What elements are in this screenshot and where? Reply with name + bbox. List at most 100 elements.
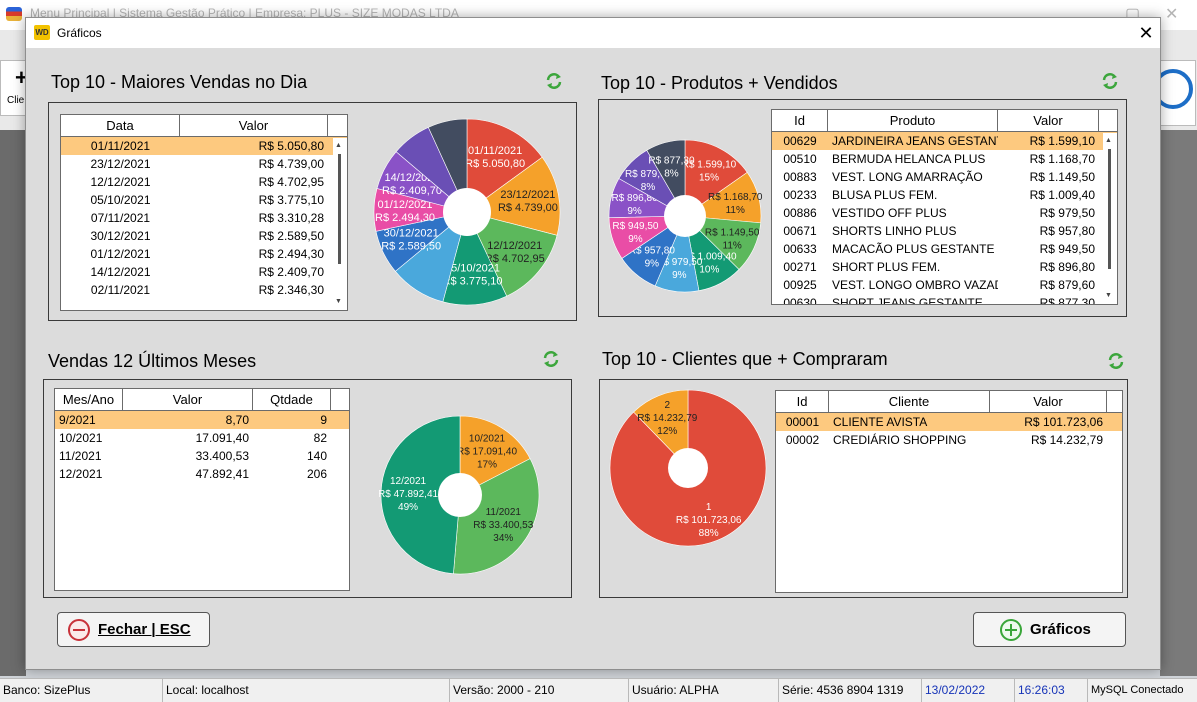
table-cell: 33.400,53 (195, 449, 249, 463)
table-cell: 30/12/2021 (90, 229, 151, 243)
last-12-months-table[interactable]: Mes/Ano Valor Qtdade 9/2021 8,70 9 10/2021 1… (54, 388, 350, 591)
table-row[interactable]: 05/10/2021 R$ 3.775,10 (61, 191, 347, 209)
column-header-qtdade[interactable]: Qtdade (253, 389, 331, 410)
pie-slice-label: R$ 896,80 (612, 193, 659, 204)
column-header-produto[interactable]: Produto (828, 110, 998, 131)
status-db-connection: MySQL Conectado (1091, 684, 1184, 696)
pie-slice (684, 139, 748, 217)
table-cell: 00002 (785, 433, 820, 447)
dialog-close-button[interactable]: ✕ (1138, 23, 1154, 43)
table-cell: 00271 (783, 260, 817, 274)
table-scrollbar[interactable]: ▲ ▼ (1103, 133, 1117, 304)
close-icon[interactable]: ✕ (1165, 6, 1179, 23)
table-row[interactable]: 12/12/2021 R$ 4.702,95 (61, 173, 347, 191)
table-row[interactable]: 00630 SHORT JEANS GESTANTE R$ 877,30 (772, 294, 1117, 305)
table-row[interactable]: 23/12/2021 R$ 4.739,00 (61, 155, 347, 173)
column-header-data[interactable]: Data (61, 115, 180, 136)
column-header-valor[interactable]: Valor (990, 391, 1107, 412)
toolbar-right-button[interactable] (1153, 60, 1196, 126)
close-esc-button[interactable]: Fechar | ESC (57, 612, 210, 647)
table-cell: SHORT JEANS GESTANTE (832, 296, 983, 305)
table-row[interactable]: 00886 VESTIDO OFF PLUS R$ 979,50 (772, 204, 1117, 222)
column-header-id[interactable]: Id (772, 110, 828, 131)
scroll-thumb[interactable] (338, 154, 341, 264)
table-row[interactable]: 00925 VEST. LONGO OMBRO VAZADO R$ 879,60 (772, 276, 1117, 294)
table-row[interactable]: 00510 BERMUDA HELANCA PLUS R$ 1.168,70 (772, 150, 1117, 168)
table-cell: 00233 (783, 188, 817, 202)
pie-slice (466, 118, 543, 213)
pie-slice-label: R$ 2.494,30 (375, 212, 435, 224)
table-row[interactable]: 14/12/2021 R$ 2.409,70 (61, 263, 347, 281)
table-cell: 23/12/2021 (90, 157, 151, 171)
table-cell: VEST. LONG AMARRAÇÃO (832, 170, 983, 184)
table-row[interactable]: 00002 CREDIÁRIO SHOPPING R$ 14.232,79 (776, 431, 1122, 449)
column-header-valor[interactable]: Valor (180, 115, 328, 136)
pie-slice-label: 9% (628, 234, 643, 245)
pie-slice-label: 11% (723, 240, 742, 251)
top-sales-day-table[interactable]: Data Valor 01/11/2021 R$ 5.050,80 23/12/20… (60, 114, 348, 311)
refresh-icon[interactable] (1107, 352, 1125, 370)
pie-slice-label: R$ 14.232,79 (637, 413, 697, 424)
pie-center-hole (664, 195, 706, 237)
top-products-table[interactable]: Id Produto Valor 00629 JARDINEIRA JEANS G… (771, 109, 1118, 305)
graphs-button[interactable]: Gráficos (973, 612, 1126, 647)
column-header-id[interactable]: Id (776, 391, 829, 412)
column-header-valor[interactable]: Valor (123, 389, 253, 410)
table-cell: 12/12/2021 (90, 175, 151, 189)
pie-slice-label: R$ 879,60 (625, 169, 672, 180)
pie-slice-label: R$ 949,50 (612, 221, 659, 232)
table-row[interactable]: 00633 MACACÃO PLUS GESTANTE R$ 949,50 (772, 240, 1117, 258)
dialog-titlebar: WD Gráficos ✕ (26, 18, 1160, 48)
table-row[interactable]: 00001 CLIENTE AVISTA R$ 101.723,06 (776, 413, 1122, 431)
scroll-down-icon[interactable]: ▼ (1105, 292, 1112, 299)
top-clients-table[interactable]: Id Cliente Valor 00001 CLIENTE AVISTA R$ 1… (775, 390, 1123, 593)
table-row[interactable]: 01/12/2021 R$ 2.494,30 (61, 245, 347, 263)
table-row[interactable]: 00271 SHORT PLUS FEM. R$ 896,80 (772, 258, 1117, 276)
table-row[interactable]: 07/11/2021 R$ 3.310,28 (61, 209, 347, 227)
table-row[interactable]: 9/2021 8,70 9 (55, 411, 349, 429)
column-header-cliente[interactable]: Cliente (829, 391, 990, 412)
pie-slice (459, 415, 531, 496)
table-row[interactable]: 12/2021 47.892,41 206 (55, 465, 349, 483)
new-client-button[interactable]: + Clie (0, 60, 28, 116)
table-row[interactable]: 30/12/2021 R$ 2.589,50 (61, 227, 347, 245)
minus-circle-icon (68, 618, 90, 641)
table-row[interactable]: 00883 VEST. LONG AMARRAÇÃO R$ 1.149,50 (772, 168, 1117, 186)
scroll-up-icon[interactable]: ▲ (1105, 137, 1112, 144)
pie-slice-label: 23/12/2021 (500, 189, 555, 201)
table-cell: 00001 (785, 415, 820, 429)
table-row[interactable]: 00629 JARDINEIRA JEANS GESTANTE R$ 1.599,1… (772, 132, 1117, 150)
table-row[interactable]: 01/11/2021 R$ 5.050,80 (61, 137, 347, 155)
scroll-thumb[interactable] (1108, 149, 1111, 269)
pie-slice-label: 11/2021 (486, 507, 522, 518)
table-cell: 11/2021 (59, 449, 102, 463)
pie-slice-label: 12/12/2021 (487, 240, 542, 252)
refresh-icon[interactable] (1101, 72, 1119, 90)
table-scrollbar[interactable]: ▲ ▼ (333, 138, 347, 310)
table-cell: R$ 101.723,06 (1024, 415, 1103, 429)
table-cell: 02/11/2021 (90, 283, 151, 297)
pie-slice-label: R$ 1.599,10 (682, 159, 737, 170)
pie-center-hole (443, 188, 491, 236)
table-row[interactable]: 11/2021 33.400,53 140 (55, 447, 349, 465)
refresh-icon[interactable] (542, 350, 560, 368)
table-row[interactable]: 02/11/2021 R$ 2.346,30 (61, 281, 347, 299)
pie-slice (442, 211, 508, 306)
table-row[interactable]: 00671 SHORTS LINHO PLUS R$ 957,80 (772, 222, 1117, 240)
table-cell: R$ 877,30 (1039, 296, 1095, 305)
scroll-up-icon[interactable]: ▲ (335, 142, 342, 149)
column-header-mes-ano[interactable]: Mes/Ano (55, 389, 123, 410)
table-cell: 00883 (783, 170, 817, 184)
table-cell: R$ 3.775,10 (258, 193, 324, 207)
refresh-icon[interactable] (545, 72, 563, 90)
table-cell: 8,70 (225, 413, 249, 427)
table-cell: 00510 (783, 152, 817, 166)
background-panel-right (1160, 130, 1197, 676)
column-header-valor[interactable]: Valor (998, 110, 1099, 131)
dialog-title: Gráficos (57, 26, 102, 40)
scroll-down-icon[interactable]: ▼ (335, 298, 342, 305)
table-row[interactable]: 00233 BLUSA PLUS FEM. R$ 1.009,40 (772, 186, 1117, 204)
table-row[interactable]: 10/2021 17.091,40 82 (55, 429, 349, 447)
table-cell: R$ 4.702,95 (258, 175, 324, 189)
table-cell: 00629 (783, 134, 817, 148)
